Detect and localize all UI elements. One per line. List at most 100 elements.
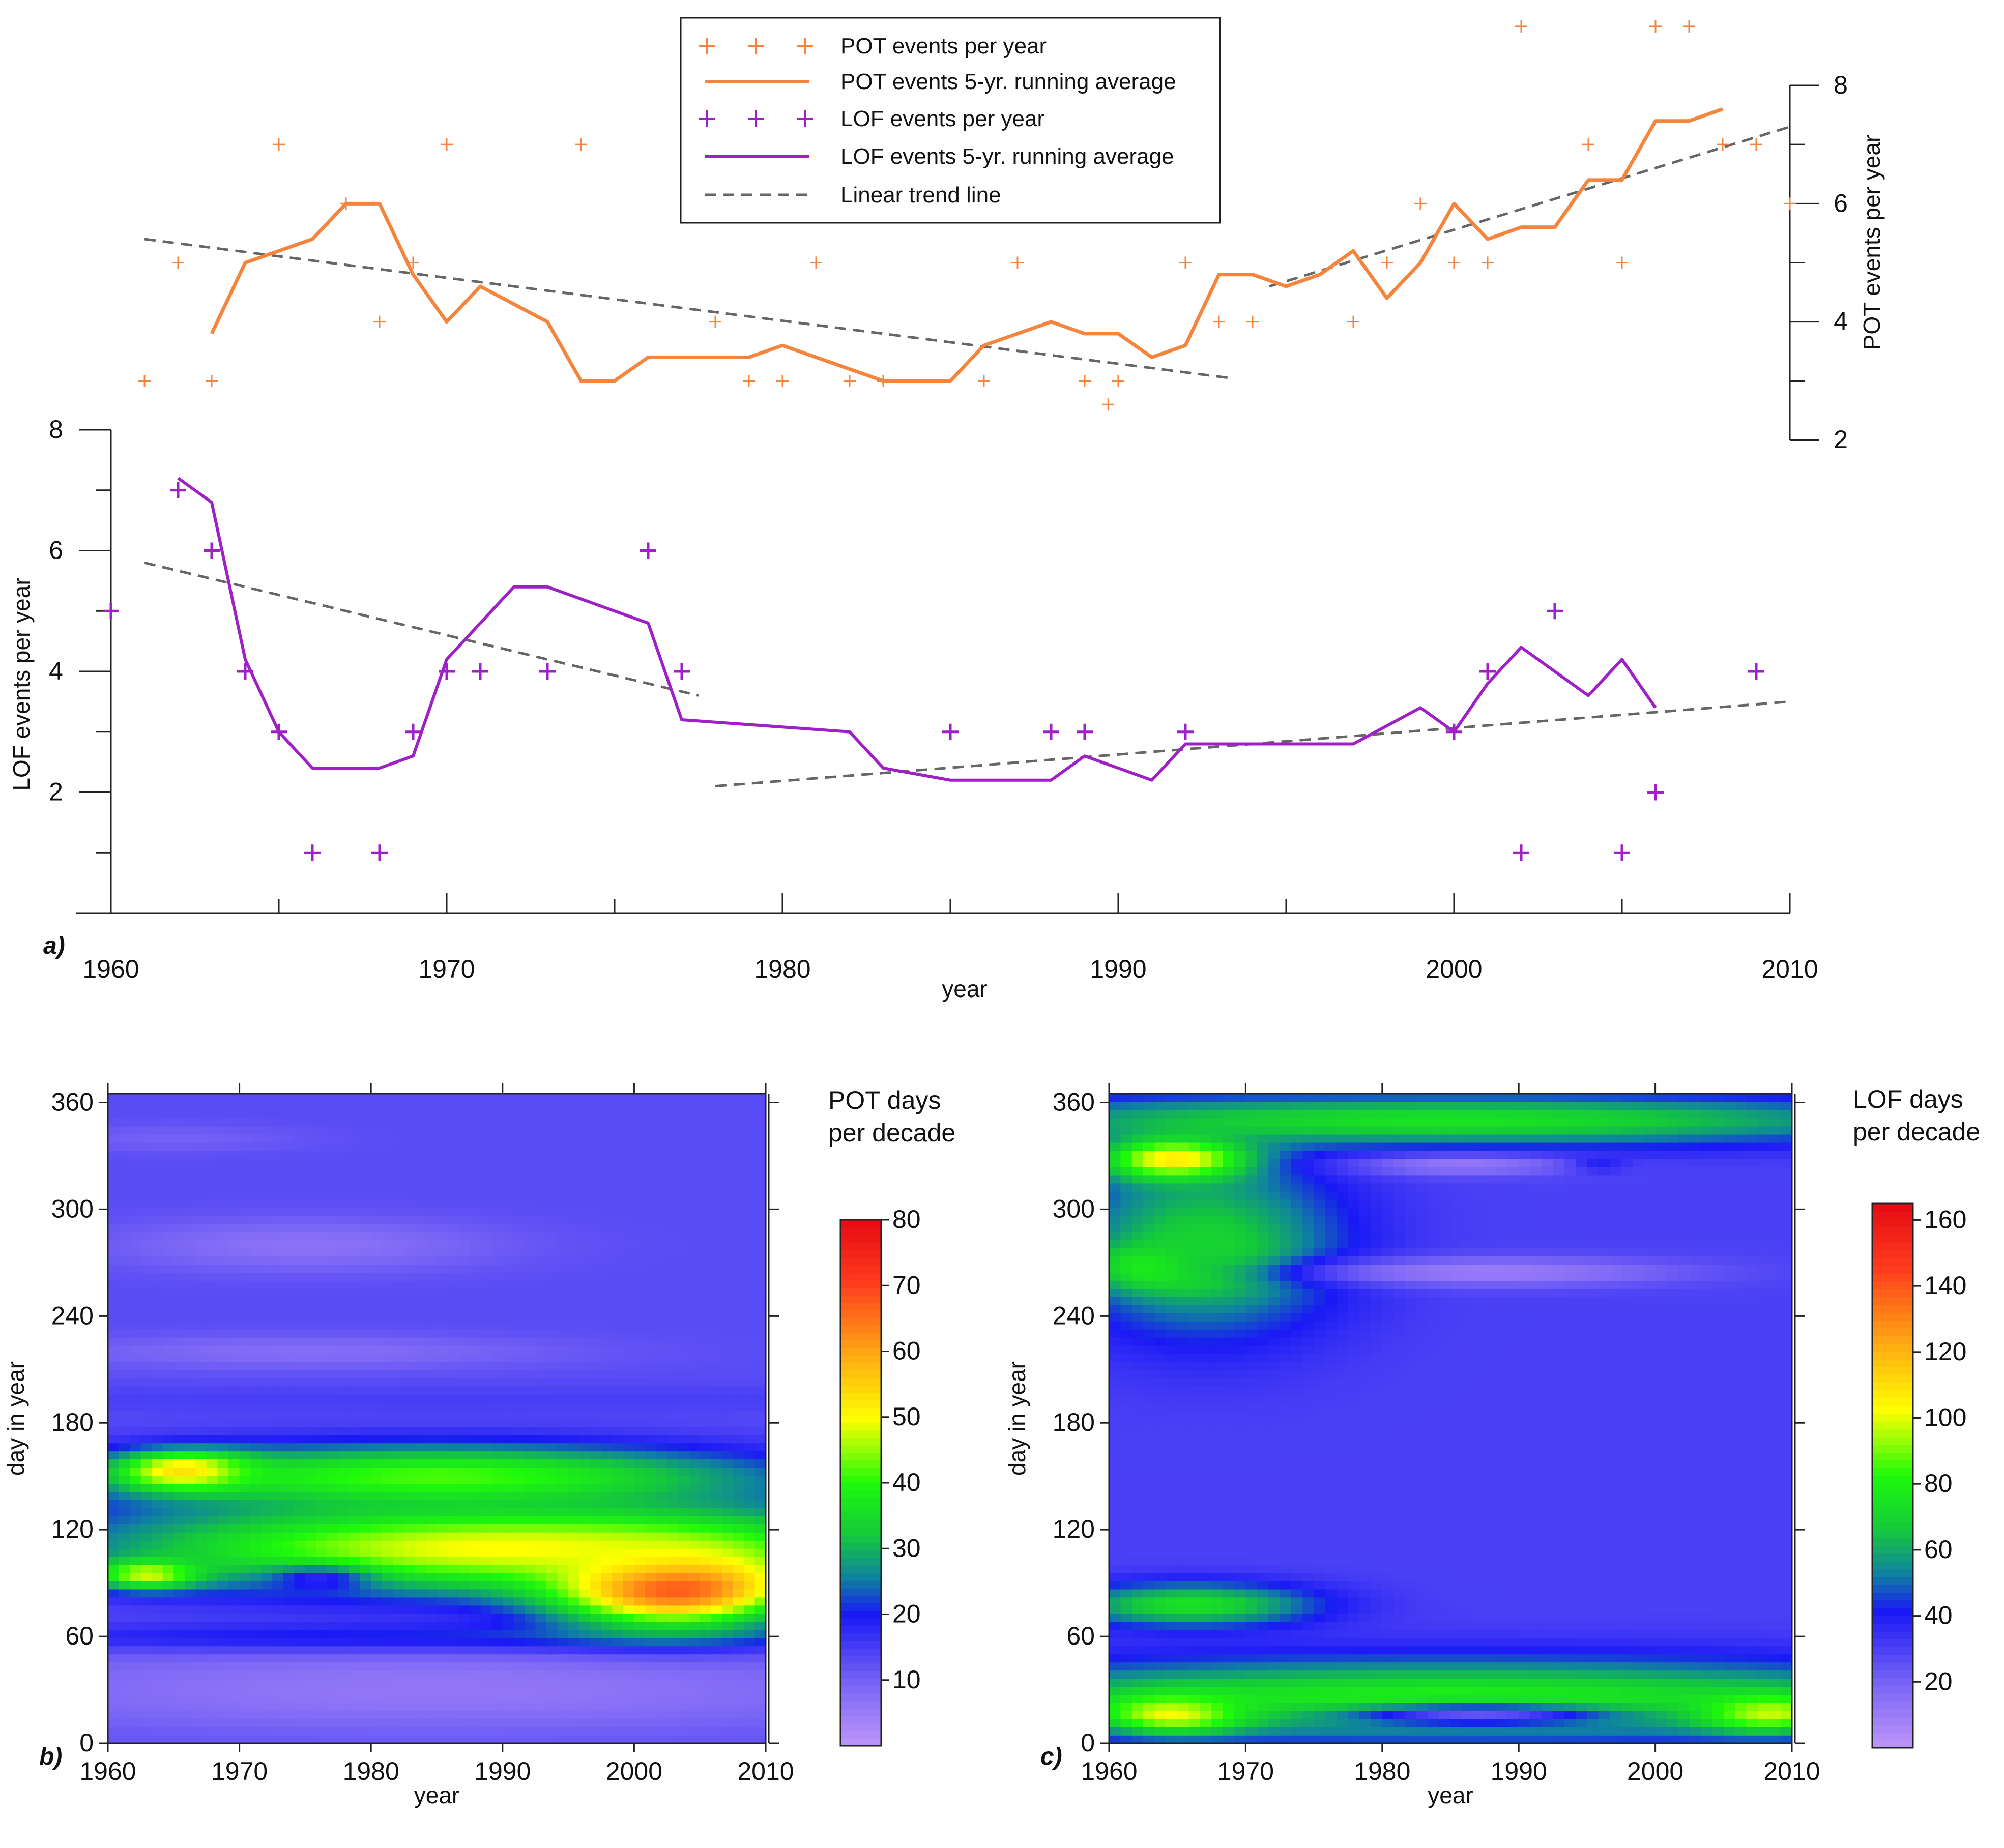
heatmap-cell: [437, 1386, 448, 1395]
heatmap-cell: [327, 1500, 339, 1508]
heatmap-cell: [316, 1540, 328, 1549]
heatmap-cell: [535, 1662, 547, 1671]
pot-y-tick-label: 2: [1834, 425, 1848, 454]
heatmap-cell: [535, 1231, 547, 1241]
heatmap-cell: [349, 1500, 361, 1508]
heatmap-cell: [140, 1548, 152, 1557]
heatmap-cell: [349, 1345, 361, 1354]
heatmap-cell: [130, 1524, 141, 1533]
heatmap-cell: [338, 1451, 350, 1460]
heatmap-cell: [217, 1240, 229, 1249]
heatmap-cell: [415, 1369, 426, 1378]
heatmap-cell: [195, 1443, 207, 1452]
heatmap-cell: [700, 1434, 712, 1444]
heatmap-cell: [458, 1410, 470, 1419]
heatmap-cell: [700, 1589, 712, 1598]
heatmap-cell: [294, 1150, 306, 1159]
heatmap-cell: [733, 1402, 744, 1411]
heatmap-cell: [195, 1288, 207, 1297]
heatmap-cell: [601, 1475, 613, 1484]
heatmap-cell: [108, 1126, 120, 1135]
heatmap-cell: [349, 1727, 361, 1736]
heatmap-cell: [590, 1175, 602, 1184]
heatmap-cell: [415, 1694, 426, 1703]
heatmap-cell: [470, 1256, 481, 1265]
heatmap-cell: [206, 1109, 218, 1119]
heatmap-cell: [140, 1256, 152, 1265]
heatmap-cell: [327, 1727, 339, 1736]
heatmap-cell: [437, 1711, 448, 1719]
heatmap-cell: [754, 1426, 766, 1435]
heatmap-cell: [228, 1451, 240, 1460]
heatmap-cell: [491, 1662, 503, 1671]
heatmap-cell: [371, 1613, 383, 1622]
heatmap-cell: [140, 1719, 152, 1727]
heatmap-cell: [305, 1094, 317, 1102]
heatmap-cell: [437, 1597, 448, 1606]
heatmap-cell: [173, 1369, 185, 1378]
heatmap-cell: [557, 1605, 569, 1614]
heatmap-cell: [711, 1508, 722, 1516]
heatmap-cell: [502, 1491, 514, 1500]
heatmap-cell: [470, 1183, 481, 1192]
heatmap-cell: [261, 1434, 273, 1444]
heatmap-cell: [338, 1686, 350, 1695]
heatmap-cell: [601, 1491, 613, 1500]
heatmap-cell: [184, 1101, 196, 1110]
heatmap-cell: [634, 1451, 646, 1460]
heatmap-cell: [721, 1109, 734, 1119]
heatmap-cell: [743, 1426, 756, 1435]
heatmap-cell: [119, 1207, 130, 1216]
heatmap-cell: [645, 1694, 657, 1703]
heatmap-cell: [261, 1686, 273, 1695]
heatmap-cell: [678, 1556, 689, 1565]
heatmap-cell: [283, 1297, 295, 1305]
heatmap-cell: [425, 1109, 438, 1119]
heatmap-cell: [283, 1597, 295, 1606]
heatmap-cell: [590, 1580, 602, 1590]
heatmap-cell: [721, 1272, 734, 1281]
heatmap-cell: [108, 1629, 120, 1638]
heatmap-cell: [458, 1321, 470, 1330]
heatmap-cell: [349, 1654, 361, 1663]
heatmap-cell: [458, 1703, 470, 1711]
heatmap-cell: [437, 1735, 448, 1744]
heatmap-cell: [689, 1183, 701, 1192]
heatmap-cell: [239, 1508, 251, 1516]
heatmap-cell: [152, 1418, 163, 1427]
heatmap-cell: [217, 1654, 229, 1663]
heatmap-cell: [415, 1500, 426, 1508]
heatmap-cell: [228, 1191, 240, 1200]
heatmap-cell: [711, 1580, 722, 1590]
heatmap-cell: [140, 1556, 152, 1565]
heatmap-cell: [491, 1312, 503, 1322]
heatmap-cell: [491, 1377, 503, 1387]
heatmap-cell: [152, 1646, 163, 1655]
heatmap-cell: [601, 1451, 613, 1460]
heatmap-cell: [228, 1564, 240, 1573]
heatmap-cell: [491, 1491, 503, 1500]
heatmap-cell: [590, 1589, 602, 1598]
heatmap-cell: [206, 1199, 218, 1208]
heatmap-cell: [733, 1345, 744, 1354]
heatmap-cell: [272, 1451, 284, 1460]
heatmap-cell: [294, 1207, 306, 1216]
heatmap-cell: [283, 1248, 295, 1257]
heatmap-cell: [535, 1443, 547, 1452]
heatmap-cell: [360, 1337, 371, 1346]
heatmap-cell: [458, 1491, 470, 1500]
lof-point: [304, 844, 321, 861]
heatmap-cell: [425, 1312, 438, 1322]
heatmap-cell: [217, 1483, 229, 1492]
heatmap-cell: [294, 1199, 306, 1208]
heatmap-cell: [425, 1564, 438, 1573]
heatmap-cell: [261, 1621, 273, 1630]
heatmap-cell: [557, 1109, 569, 1119]
heatmap-cell: [579, 1524, 591, 1533]
heatmap-cell: [403, 1248, 416, 1257]
heatmap-cell: [316, 1150, 328, 1159]
heatmap-cell: [316, 1727, 328, 1736]
heatmap-cell: [579, 1223, 591, 1233]
heatmap-cell: [711, 1240, 722, 1249]
heatmap-cell: [261, 1402, 273, 1411]
